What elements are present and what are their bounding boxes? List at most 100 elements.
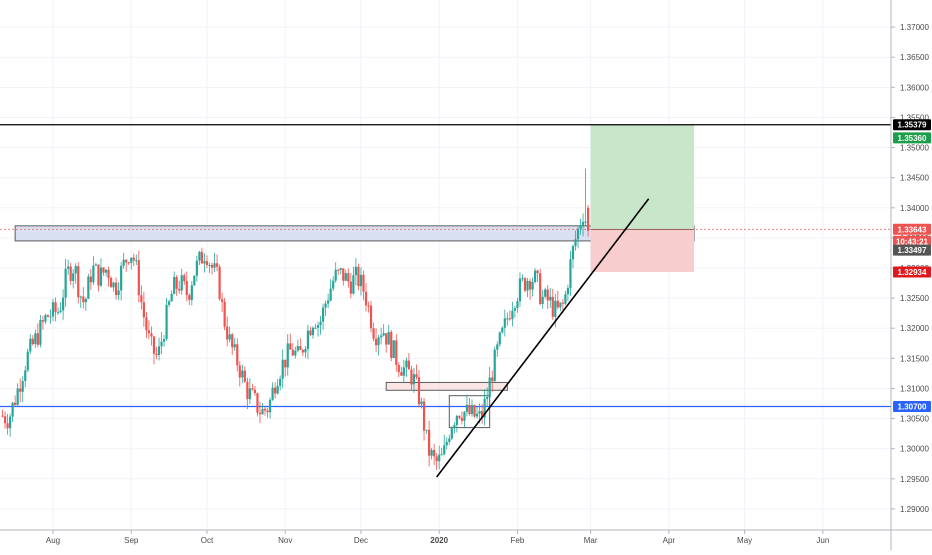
candle-body[interactable]	[576, 228, 580, 240]
candle-body[interactable]	[16, 388, 19, 405]
candle-body[interactable]	[208, 264, 211, 266]
candle-body[interactable]	[390, 331, 393, 358]
candle-body[interactable]	[72, 273, 75, 281]
candle-body[interactable]	[82, 296, 85, 303]
candle-body[interactable]	[39, 320, 42, 345]
candle-body[interactable]	[468, 404, 471, 415]
candle-body[interactable]	[26, 351, 29, 371]
candle-body[interactable]	[445, 441, 448, 446]
candle-body[interactable]	[412, 374, 416, 385]
candle-body[interactable]	[420, 401, 423, 405]
candle-body[interactable]	[69, 266, 72, 281]
candle-body[interactable]	[339, 268, 342, 271]
candle-body[interactable]	[140, 295, 143, 303]
candle-body[interactable]	[483, 398, 486, 418]
candle-body[interactable]	[54, 302, 57, 313]
candle-body[interactable]	[511, 310, 514, 320]
candle-body[interactable]	[521, 278, 524, 280]
candle-body[interactable]	[536, 270, 539, 274]
candle-body[interactable]	[21, 381, 24, 392]
candle-body[interactable]	[539, 273, 542, 305]
candle-body[interactable]	[132, 257, 135, 261]
candle-body[interactable]	[564, 294, 567, 304]
candle-body[interactable]	[534, 270, 537, 283]
candle-body[interactable]	[107, 269, 110, 279]
candle-body[interactable]	[327, 300, 330, 304]
candle-body[interactable]	[120, 265, 123, 291]
candle-body[interactable]	[94, 264, 98, 266]
candle-body[interactable]	[569, 259, 572, 288]
candle-body[interactable]	[64, 268, 67, 298]
candle-body[interactable]	[581, 221, 585, 227]
candle-body[interactable]	[92, 265, 95, 283]
candle-body[interactable]	[496, 344, 499, 350]
candle-body[interactable]	[170, 293, 173, 302]
candle-body[interactable]	[67, 266, 70, 269]
candle-body[interactable]	[397, 364, 400, 373]
candle-body[interactable]	[266, 410, 269, 413]
candle-body[interactable]	[455, 415, 458, 426]
candle-body[interactable]	[24, 370, 27, 382]
candle-body[interactable]	[417, 377, 421, 405]
candle-body[interactable]	[506, 318, 509, 320]
candle-body[interactable]	[319, 321, 322, 326]
candle-body[interactable]	[443, 445, 446, 455]
candle-body[interactable]	[168, 301, 171, 305]
candle-body[interactable]	[241, 370, 244, 378]
candle-body[interactable]	[309, 330, 312, 336]
candle-body[interactable]	[127, 262, 130, 264]
candle-body[interactable]	[210, 264, 214, 268]
candle-body[interactable]	[296, 346, 299, 351]
candle-body[interactable]	[238, 365, 241, 378]
candle-body[interactable]	[135, 260, 138, 262]
candle-body[interactable]	[405, 360, 408, 368]
candle-body[interactable]	[574, 239, 577, 247]
profit-zone[interactable]	[590, 124, 695, 230]
candle-body[interactable]	[284, 359, 287, 368]
candle-body[interactable]	[369, 305, 373, 329]
candle-body[interactable]	[286, 343, 289, 368]
candle-body[interactable]	[566, 287, 570, 295]
candle-body[interactable]	[185, 281, 188, 296]
candle-body[interactable]	[321, 307, 325, 322]
candle-body[interactable]	[473, 405, 476, 417]
candle-body[interactable]	[213, 263, 216, 268]
candle-body[interactable]	[102, 267, 105, 273]
candle-body[interactable]	[301, 349, 304, 353]
candle-body[interactable]	[314, 327, 317, 329]
candle-body[interactable]	[486, 396, 489, 399]
candle-body[interactable]	[493, 349, 496, 382]
candle-body[interactable]	[470, 405, 474, 415]
candle-body[interactable]	[561, 302, 564, 304]
candle-body[interactable]	[36, 333, 39, 345]
candle-body[interactable]	[435, 456, 438, 462]
candle-body[interactable]	[546, 289, 549, 301]
candle-body[interactable]	[130, 257, 133, 264]
candle-body[interactable]	[112, 282, 115, 288]
candle-body[interactable]	[526, 281, 529, 291]
candle-body[interactable]	[304, 348, 307, 353]
candle-body[interactable]	[410, 369, 413, 385]
candle-body[interactable]	[248, 388, 251, 400]
candle-body[interactable]	[271, 387, 274, 400]
candle-body[interactable]	[362, 274, 365, 292]
candle-body[interactable]	[203, 261, 206, 264]
candle-body[interactable]	[377, 337, 380, 346]
candle-body[interactable]	[165, 304, 168, 340]
candle-body[interactable]	[332, 280, 335, 289]
candle-body[interactable]	[117, 290, 120, 295]
candle-body[interactable]	[137, 260, 140, 296]
candle-body[interactable]	[382, 333, 385, 336]
candle-body[interactable]	[430, 449, 433, 456]
candle-body[interactable]	[56, 311, 60, 313]
candle-body[interactable]	[115, 282, 118, 295]
candle-body[interactable]	[14, 402, 17, 405]
candle-body[interactable]	[152, 336, 156, 354]
candle-body[interactable]	[49, 316, 52, 318]
candle-body[interactable]	[1, 415, 4, 417]
candle-body[interactable]	[374, 338, 378, 346]
candle-body[interactable]	[218, 266, 221, 300]
candle-body[interactable]	[498, 332, 501, 345]
candle-body[interactable]	[453, 425, 456, 429]
candle-body[interactable]	[198, 251, 201, 261]
